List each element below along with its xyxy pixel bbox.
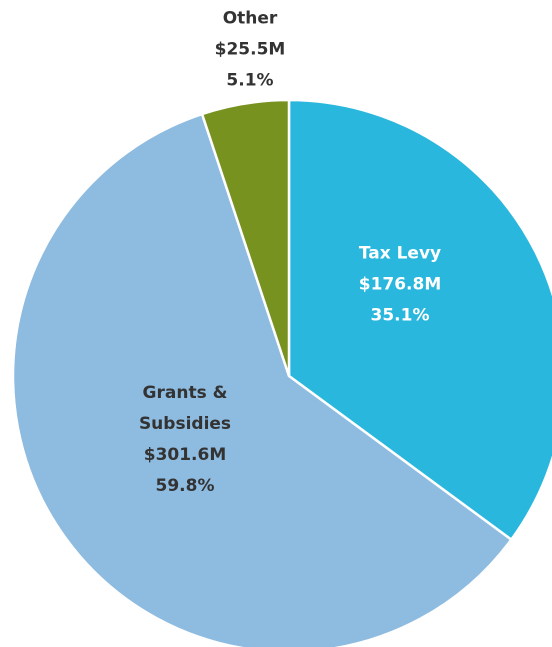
slice-label: Tax Levy $176.8M 35.1% <box>330 239 470 332</box>
pie-slice <box>287 98 552 542</box>
label-line: $176.8M <box>358 274 442 295</box>
slice-label: Grants & Subsidies $301.6M 59.8% <box>125 378 245 502</box>
label-line: Other <box>222 8 278 29</box>
label-line: Grants & Subsidies <box>138 383 232 434</box>
label-line: Tax Levy <box>358 243 442 264</box>
pie-slice <box>11 112 514 647</box>
label-line: $25.5M <box>214 39 286 60</box>
label-line: 35.1% <box>370 305 430 326</box>
pie-slice <box>200 98 291 377</box>
label-line: 59.8% <box>155 476 215 496</box>
label-line: 5.1% <box>226 70 274 91</box>
label-line: $301.6M <box>143 445 227 465</box>
slice-label: Other $25.5M 5.1% <box>180 4 320 97</box>
